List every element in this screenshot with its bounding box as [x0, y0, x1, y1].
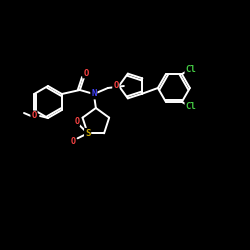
Text: O: O [83, 68, 88, 78]
Text: O: O [113, 82, 118, 90]
Text: O: O [70, 137, 75, 146]
Text: O: O [74, 117, 79, 126]
Text: Cl: Cl [186, 65, 196, 74]
Text: Cl: Cl [186, 102, 196, 111]
Text: N: N [91, 90, 96, 98]
Text: O: O [31, 112, 37, 120]
Text: S: S [85, 129, 90, 138]
